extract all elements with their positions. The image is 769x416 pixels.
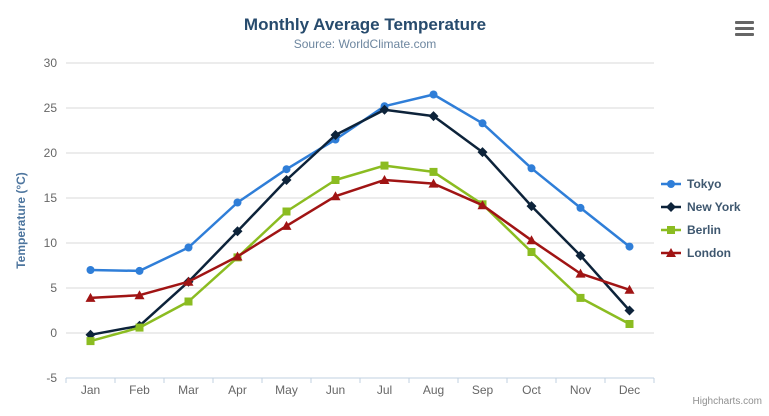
data-point-marker[interactable]	[184, 243, 193, 252]
data-point-marker[interactable]	[233, 198, 242, 207]
data-point-marker[interactable]	[429, 90, 438, 99]
data-point-marker[interactable]	[429, 167, 438, 176]
x-axis-category-label: Dec	[619, 383, 640, 397]
series-line	[89, 164, 631, 343]
y-axis-tick-label: 15	[44, 191, 58, 205]
series-new-york	[85, 104, 635, 340]
data-point-marker[interactable]	[330, 130, 341, 140]
x-axis-category-label: Jan	[81, 383, 100, 397]
data-point-marker[interactable]	[86, 266, 95, 274]
legend-label: Berlin	[687, 222, 722, 237]
triangle-marker-icon	[661, 247, 681, 257]
x-axis-category-label: Jul	[377, 383, 392, 397]
data-point-marker[interactable]	[428, 111, 439, 122]
legend-label: London	[687, 245, 731, 260]
series-line	[89, 178, 631, 300]
x-axis-category-label: Mar	[178, 383, 199, 397]
series-tokyo	[86, 90, 634, 275]
data-point-marker[interactable]	[232, 251, 243, 261]
data-point-marker[interactable]	[183, 276, 194, 286]
legend-marker[interactable]	[666, 247, 676, 257]
legend-marker[interactable]	[667, 225, 675, 234]
data-point-marker[interactable]	[379, 175, 390, 184]
data-point-marker[interactable]	[282, 165, 291, 174]
legend-item-tokyo[interactable]: Tokyo	[660, 172, 766, 195]
data-point-marker[interactable]	[331, 176, 340, 184]
legend-label: New York	[687, 199, 741, 214]
data-point-marker[interactable]	[428, 178, 439, 188]
y-axis-tick-label: 20	[44, 146, 58, 160]
data-point-marker[interactable]	[477, 200, 488, 210]
data-point-marker[interactable]	[575, 268, 586, 278]
legend-item-berlin[interactable]: Berlin	[660, 218, 766, 241]
legend-label: Tokyo	[687, 176, 722, 191]
x-axis-category-label: Nov	[570, 383, 591, 397]
x-axis-category-label: Oct	[522, 383, 541, 397]
data-point-marker[interactable]	[477, 147, 488, 158]
data-point-marker[interactable]	[281, 220, 292, 230]
data-point-marker[interactable]	[134, 290, 145, 300]
data-point-marker[interactable]	[184, 297, 193, 306]
data-point-marker[interactable]	[526, 201, 537, 212]
x-axis-category-label: Apr	[228, 383, 247, 397]
y-axis-tick-label: -5	[46, 371, 57, 385]
data-point-marker[interactable]	[575, 250, 586, 261]
diamond-marker-icon	[661, 201, 681, 212]
circle-marker-icon	[661, 179, 681, 188]
y-axis-tick-label: 30	[44, 56, 58, 70]
series-line	[89, 93, 631, 273]
data-point-marker[interactable]	[135, 266, 144, 275]
highcharts-credit-link[interactable]: Highcharts.com	[692, 396, 762, 407]
legend-marker[interactable]	[666, 201, 676, 212]
data-point-marker[interactable]	[232, 226, 243, 237]
x-axis-category-label: Feb	[129, 383, 150, 397]
data-point-marker[interactable]	[86, 337, 95, 346]
data-point-marker[interactable]	[625, 320, 634, 328]
data-point-marker[interactable]	[135, 323, 144, 332]
chart-title: Monthly Average Temperature	[243, 15, 487, 34]
y-axis-tick-label: 25	[44, 101, 58, 115]
x-axis-category-label: Sep	[472, 383, 494, 397]
data-point-marker[interactable]	[624, 284, 635, 294]
y-axis-tick-label: 0	[50, 326, 57, 340]
data-point-marker[interactable]	[379, 104, 390, 115]
data-point-marker[interactable]	[85, 292, 96, 302]
data-point-marker[interactable]	[281, 175, 292, 185]
y-axis-tick-label: 5	[50, 281, 57, 295]
square-marker-icon	[661, 225, 681, 234]
data-point-marker[interactable]	[527, 164, 536, 173]
y-axis-tick-label: 10	[44, 236, 58, 250]
series-line	[89, 108, 631, 337]
legend-item-new-york[interactable]: New York	[660, 195, 766, 218]
x-axis-category-label: Jun	[326, 383, 345, 397]
data-point-marker[interactable]	[625, 242, 634, 251]
data-point-marker[interactable]	[478, 119, 487, 128]
data-point-marker[interactable]	[527, 248, 536, 256]
x-axis-category-label: Aug	[423, 383, 444, 397]
x-axis-category-label: May	[275, 383, 298, 397]
hamburger-menu-icon[interactable]	[735, 21, 754, 36]
legend-item-london[interactable]: London	[660, 241, 766, 264]
chart-subtitle: Source: WorldClimate.com	[293, 37, 437, 51]
data-point-marker[interactable]	[380, 161, 389, 170]
data-point-marker[interactable]	[576, 203, 585, 212]
data-point-marker[interactable]	[624, 305, 635, 316]
series-london	[85, 175, 635, 302]
legend: Tokyo New York Berlin London	[660, 172, 766, 264]
y-axis-title: Temperature (°C)	[14, 172, 28, 269]
data-point-marker[interactable]	[282, 207, 291, 216]
data-point-marker[interactable]	[576, 293, 585, 302]
data-point-marker[interactable]	[330, 191, 341, 201]
data-point-marker[interactable]	[526, 235, 537, 245]
legend-marker[interactable]	[667, 179, 675, 188]
